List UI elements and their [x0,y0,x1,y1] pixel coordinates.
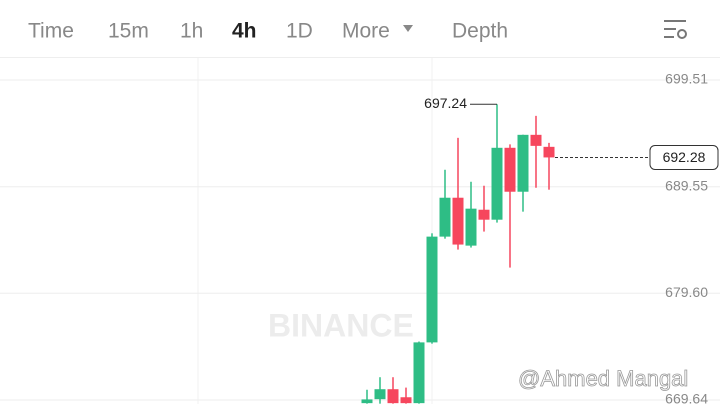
toolbar-tab[interactable]: 15m [108,20,149,43]
candle-body [439,197,451,237]
last-price-box [649,144,719,170]
candle-body [413,342,425,404]
toolbar: Time 15m 1h 4h 1D More Depth [28,20,508,43]
candle-body [452,197,464,245]
toolbar-tab[interactable]: 4h [232,20,257,43]
toolbar-tab[interactable]: Depth [452,20,508,43]
candle-body [478,209,490,220]
candle-body [504,147,516,192]
watermark: @Ahmed Mangal [518,366,688,391]
candle-body [426,236,438,343]
y-tick-label: 669.64 [665,391,708,404]
candle-body [387,389,399,404]
candle-body [491,147,503,220]
chart: BINANCE @Ahmed Mangal 699.51 689.55 679.60 66… [0,58,720,404]
y-tick-label: 679.60 [665,284,708,300]
candle-body [400,397,412,404]
watermark: BINANCE [268,307,414,343]
toolbar-tab[interactable]: 1D [286,20,313,43]
dropdown-arrow[interactable] [403,25,413,32]
last-price-label: 692.28 [663,149,706,165]
toolbar-tab[interactable]: Time [28,20,74,43]
y-tick-label: 699.51 [665,71,708,87]
candle-body [530,134,542,146]
toolbar-tab[interactable]: 1h [180,20,203,43]
toolbar-tab[interactable]: More [342,20,390,43]
y-tick-label: 689.55 [665,177,708,193]
candle-body [361,399,373,404]
candle-body [465,208,477,246]
candle-body [374,389,386,400]
settings-icon[interactable] [664,20,687,39]
candle-body [517,134,529,192]
high-label: 697.24 [424,95,467,111]
candle-body [543,146,555,158]
